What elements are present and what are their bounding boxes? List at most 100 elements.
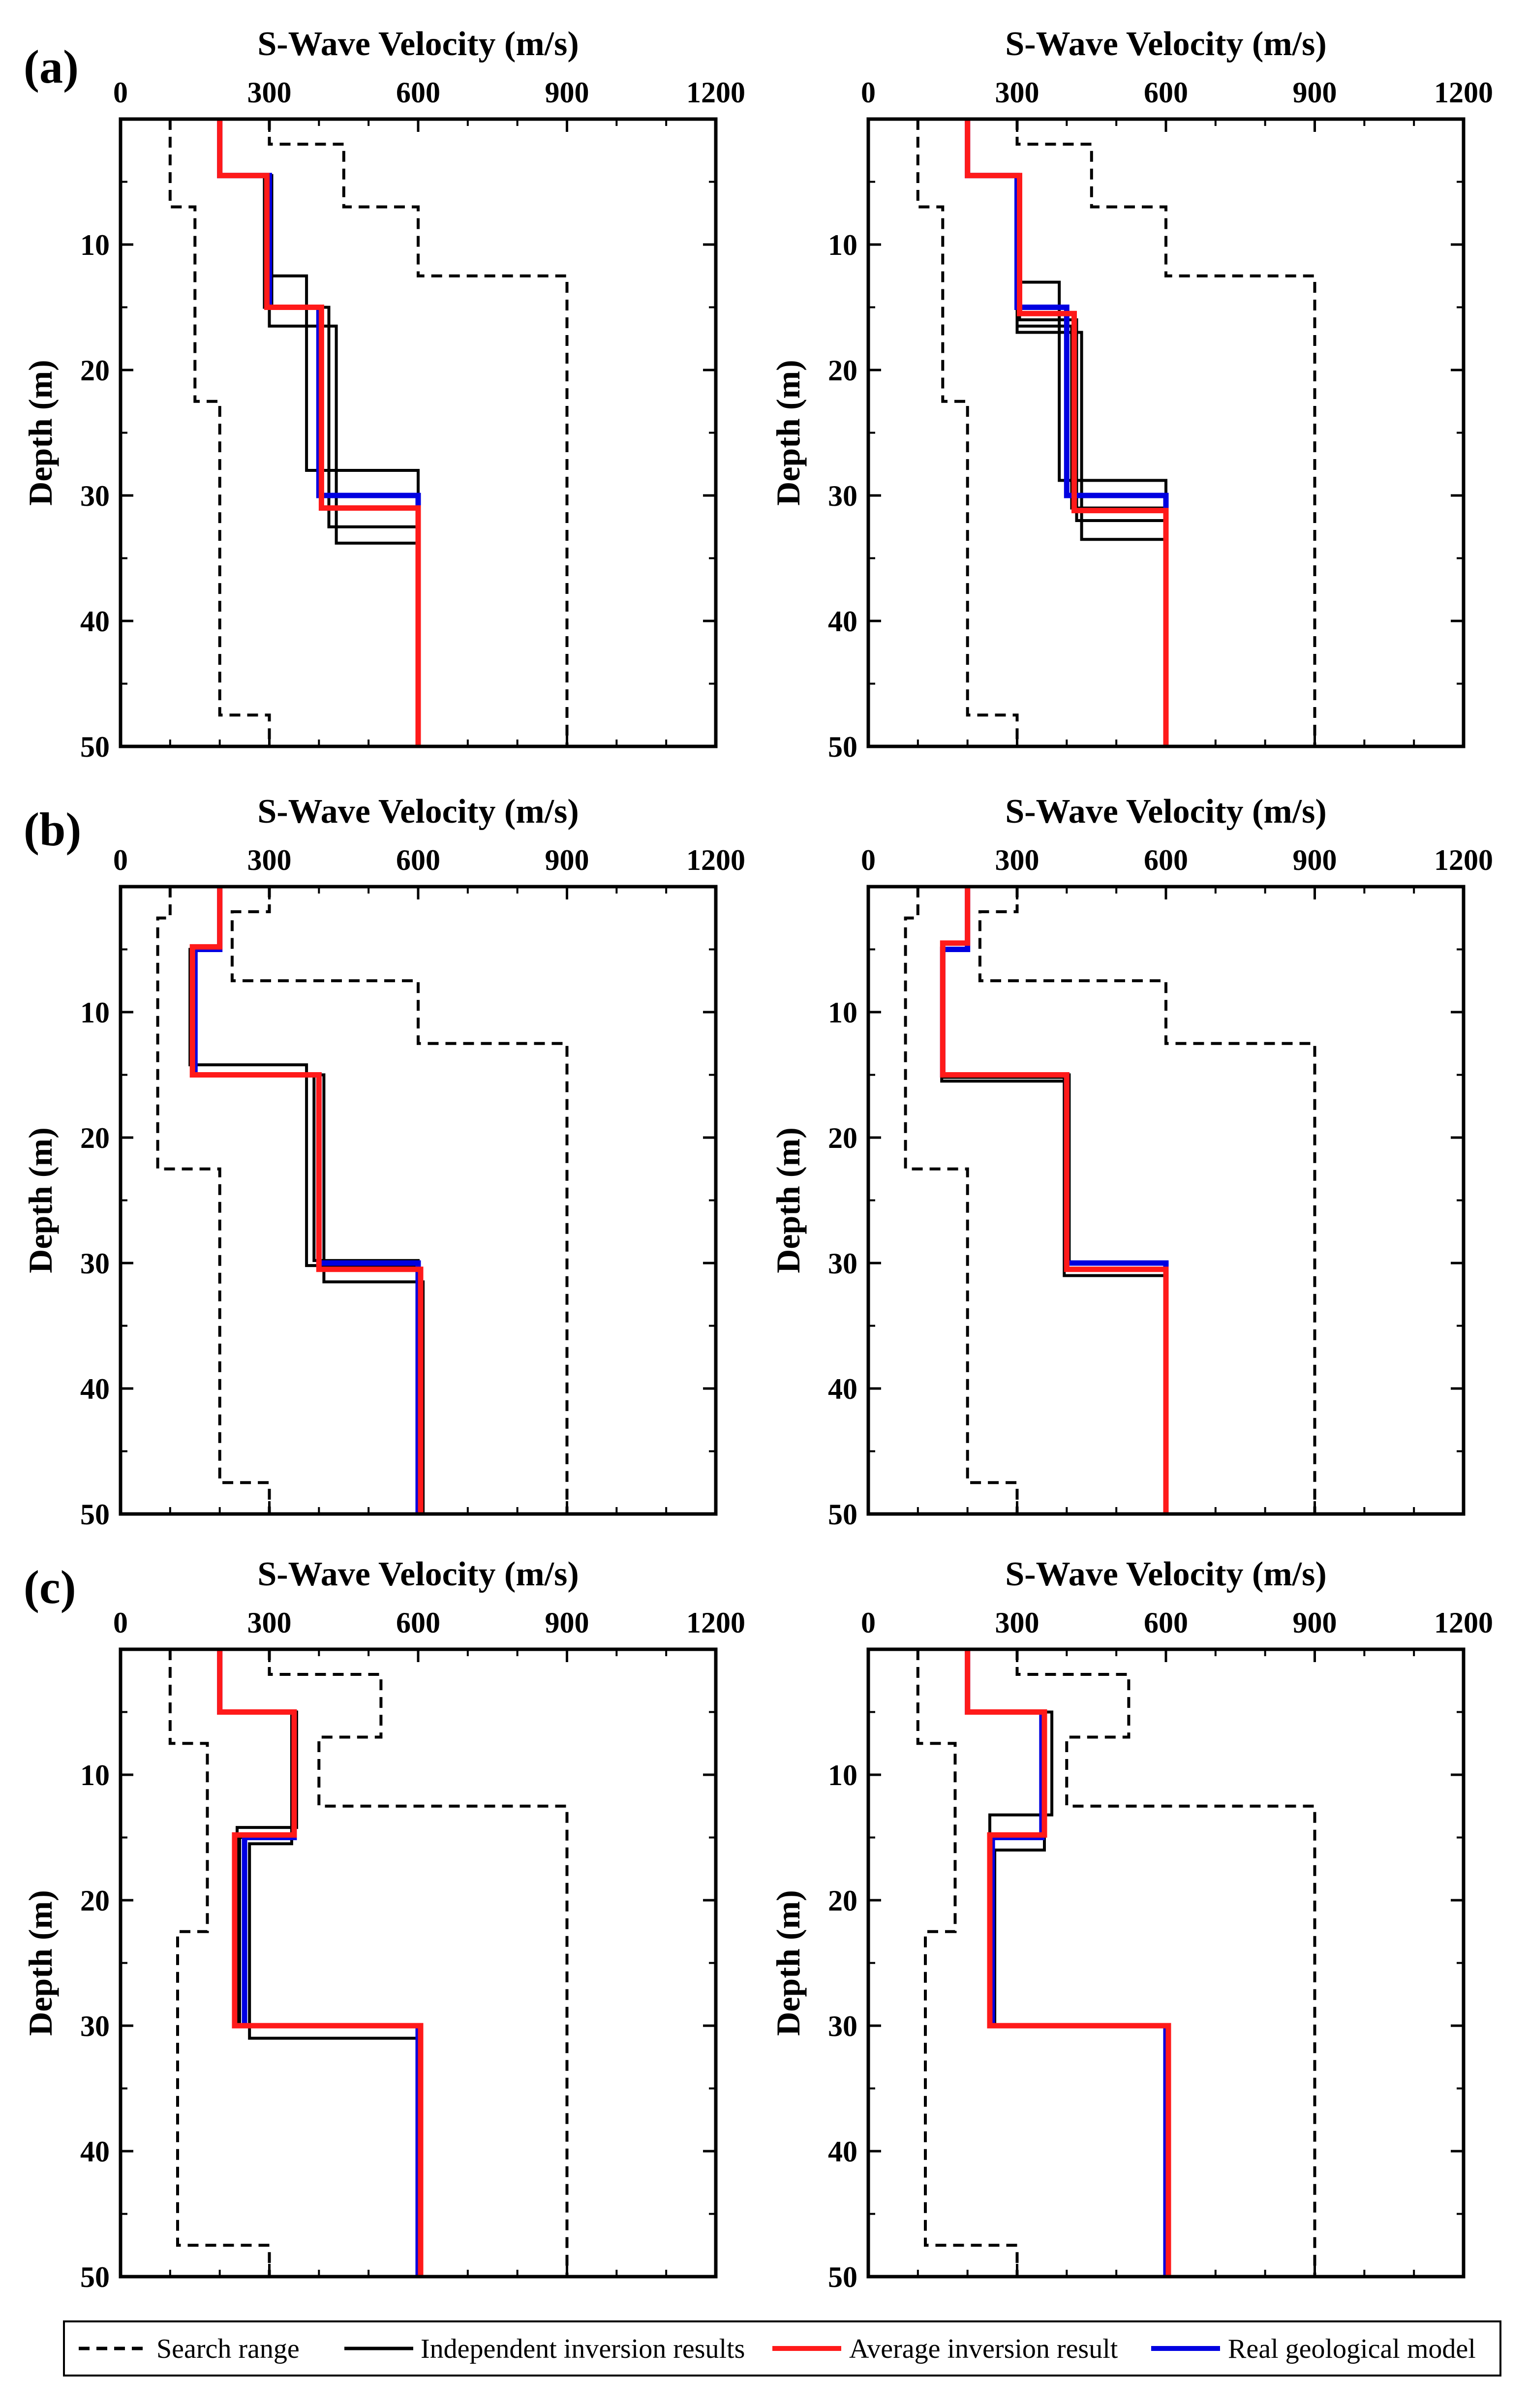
legend-label-search: Search range: [156, 2334, 300, 2364]
chart-title: S-Wave Velocity (m/s): [257, 1555, 579, 1593]
x-tick-label: 0: [861, 1606, 876, 1639]
search-range-max: [230, 887, 569, 1514]
chart-4: S-Wave Velocity (m/s) 0 300 600 900 1200 10 20 3…: [769, 793, 1493, 1531]
y-tick-label: 40: [828, 605, 857, 638]
average-result-line: [217, 119, 421, 746]
chart-title: S-Wave Velocity (m/s): [1005, 793, 1326, 831]
search-range-max: [978, 887, 1316, 1514]
y-axis-label: Depth (m): [22, 360, 59, 506]
x-tick-label: 600: [396, 1606, 440, 1639]
legend-label-independent: Independent inversion results: [421, 2334, 745, 2364]
y-tick-label: 30: [828, 1247, 857, 1280]
real-model-line: [965, 119, 1169, 746]
chart-title: S-Wave Velocity (m/s): [1005, 25, 1326, 63]
chart-panels: S-Wave Velocity (m/s)0 300 600 900 120010203…: [22, 25, 1493, 2293]
search-range-min: [916, 1649, 1019, 2277]
y-tick-label: 50: [80, 1498, 110, 1531]
plot-frame: [119, 1647, 718, 2279]
search-range-max: [268, 1649, 569, 2277]
y-tick-label: 40: [80, 605, 110, 638]
panel-label-b: (b): [24, 803, 81, 856]
chart-title: S-Wave Velocity (m/s): [1005, 1555, 1326, 1593]
x-tick-label: 300: [995, 1606, 1039, 1639]
average-result-line: [189, 887, 424, 1514]
y-tick-label: 40: [80, 2135, 110, 2168]
y-tick-label: 10: [828, 229, 857, 261]
y-tick-label: 40: [80, 1373, 110, 1405]
y-axis-label: Depth (m): [769, 1890, 807, 2036]
panel-label-a: (a): [24, 40, 79, 93]
average-result-line: [217, 1649, 424, 2277]
search-range-min: [168, 119, 271, 746]
x-tick-label: 600: [1144, 76, 1188, 109]
y-tick-label: 20: [80, 354, 110, 387]
y-tick-label: 30: [80, 2010, 110, 2042]
plot-frame: [119, 885, 718, 1516]
y-tick-label: 10: [828, 996, 857, 1029]
y-tick-label: 50: [80, 731, 110, 763]
y-tick-label: 50: [80, 2261, 110, 2293]
x-tick-label: 0: [861, 76, 876, 109]
x-tick-label: 1200: [1434, 76, 1493, 109]
y-tick-label: 10: [80, 229, 110, 261]
plot-frame: [866, 117, 1466, 748]
legend-label-average: Average inversion result: [849, 2334, 1118, 2364]
x-tick-label: 300: [995, 844, 1039, 876]
x-tick-label: 900: [545, 1606, 589, 1639]
x-tick-label: 600: [1144, 1606, 1188, 1639]
y-tick-label: 30: [80, 480, 110, 512]
x-tick-label: 600: [396, 844, 440, 876]
y-tick-label: 30: [828, 2010, 857, 2042]
plot-frame: [866, 885, 1466, 1516]
x-tick-label: 900: [545, 844, 589, 876]
x-tick-label: 300: [995, 76, 1039, 109]
x-tick-label: 600: [1144, 844, 1188, 876]
x-tick-label: 900: [1293, 76, 1337, 109]
search-range-max: [1015, 119, 1316, 746]
x-tick-label: 1200: [686, 844, 745, 876]
y-axis-label: Depth (m): [22, 1890, 59, 2036]
chart-3: S-Wave Velocity (m/s) 0 300 600 900 1200 10 20 3…: [22, 793, 745, 1531]
x-tick-label: 600: [396, 76, 440, 109]
y-tick-label: 10: [80, 1759, 110, 1791]
y-tick-label: 20: [828, 354, 857, 387]
y-tick-label: 10: [828, 1759, 857, 1791]
legend-label-real: Real geological model: [1228, 2334, 1476, 2364]
search-range-max: [1015, 1649, 1316, 2277]
y-axis-label: Depth (m): [769, 360, 807, 506]
search-range-min: [916, 119, 1019, 746]
y-tick-label: 20: [80, 1884, 110, 1917]
y-tick-label: 50: [828, 1498, 857, 1531]
plot-frame: [866, 1647, 1466, 2279]
legend: Search range Independent inversion resul…: [63, 2320, 1501, 2377]
y-tick-label: 20: [828, 1122, 857, 1154]
y-axis-label: Depth (m): [22, 1127, 59, 1273]
x-tick-label: 1200: [1434, 844, 1493, 876]
x-tick-label: 0: [113, 1606, 128, 1639]
x-tick-label: 0: [113, 76, 128, 109]
y-tick-label: 30: [80, 1247, 110, 1280]
y-tick-label: 10: [80, 996, 110, 1029]
x-tick-label: 300: [247, 76, 292, 109]
search-range-min: [904, 887, 1019, 1514]
chart-title: S-Wave Velocity (m/s): [257, 793, 579, 831]
x-tick-label: 900: [1293, 844, 1337, 876]
average-result-line: [965, 1649, 1171, 2277]
panel-label-c: (c): [24, 1561, 76, 1613]
search-range-min: [156, 887, 271, 1514]
y-tick-label: 20: [80, 1122, 110, 1154]
x-tick-label: 1200: [686, 1606, 745, 1639]
search-range-max: [268, 119, 569, 746]
y-tick-label: 20: [828, 1884, 857, 1917]
average-result-line: [940, 887, 1169, 1514]
x-tick-label: 900: [1293, 1606, 1337, 1639]
x-tick-label: 900: [545, 76, 589, 109]
y-tick-label: 30: [828, 480, 857, 512]
y-tick-label: 50: [828, 731, 857, 763]
y-tick-label: 40: [828, 1373, 857, 1405]
chart-1: S-Wave Velocity (m/s) 0 300 600 900 1200 10 20 3…: [22, 25, 745, 763]
search-range-min: [168, 1649, 271, 2277]
y-axis-label: Depth (m): [769, 1127, 807, 1273]
chart-5: S-Wave Velocity (m/s) 0 300 600 900 1200 10 20 3…: [22, 1555, 745, 2293]
